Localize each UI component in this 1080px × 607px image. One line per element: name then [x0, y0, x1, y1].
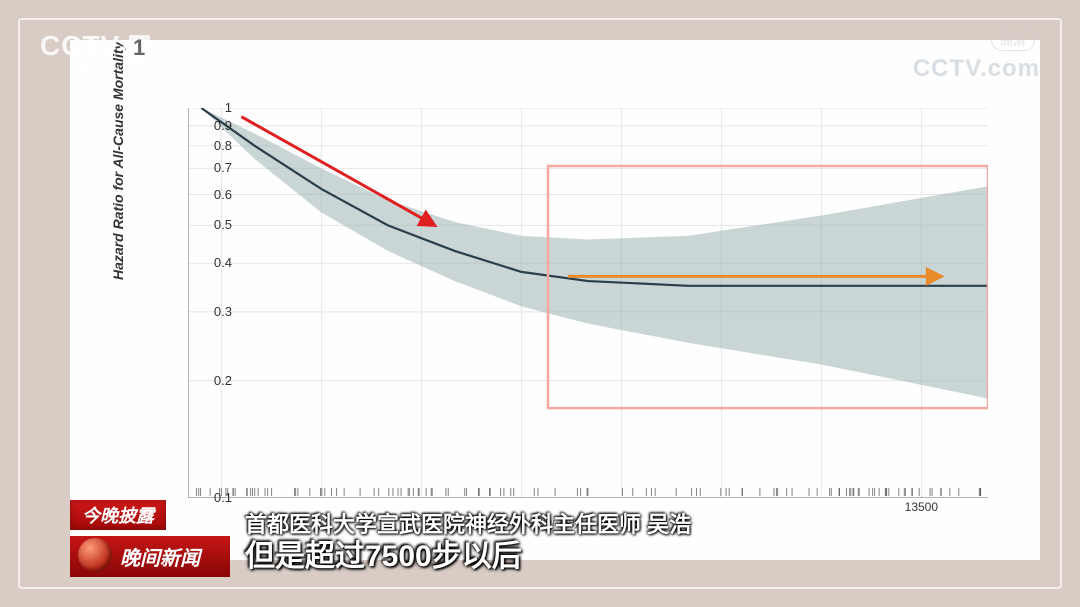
- y-tick-label: 0.2: [192, 373, 232, 388]
- y-tick-label: 0.4: [192, 255, 232, 270]
- y-tick-label: 0.5: [192, 217, 232, 232]
- y-tick-label: 1: [192, 100, 232, 115]
- channel-number: 1: [129, 35, 150, 60]
- y-tick-label: 0.7: [192, 160, 232, 175]
- chart-svg: [188, 108, 988, 498]
- lower-third: 今晚披露 晚间新闻: [70, 500, 230, 577]
- x-tick-label: 13500: [905, 500, 938, 514]
- channel-logo-left: CCTV-1 综 合: [40, 30, 150, 76]
- y-tick-label: 0.9: [192, 118, 232, 133]
- program-name: 晚间新闻: [120, 548, 200, 570]
- watermark-right: CCTV.com: [913, 55, 1040, 83]
- program-name-box: 晚间新闻: [70, 536, 230, 577]
- channel-logo-text: CCTV: [40, 30, 119, 61]
- y-axis-label: Hazard Ratio for All-Cause Mortality: [110, 42, 126, 280]
- channel-sub-text: 综 合: [40, 60, 150, 76]
- subtitle-caption: 但是超过7500步以后: [245, 531, 522, 575]
- chart-paper: Hazard Ratio for All-Cause Mortality Mea…: [70, 40, 1040, 560]
- hd-badge: 高清: [991, 28, 1035, 51]
- y-tick-label: 0.3: [192, 304, 232, 319]
- y-tick-label: 0.8: [192, 138, 232, 153]
- globe-icon: [78, 538, 112, 572]
- segment-tag: 今晚披露: [70, 500, 166, 530]
- y-tick-label: 0.6: [192, 187, 232, 202]
